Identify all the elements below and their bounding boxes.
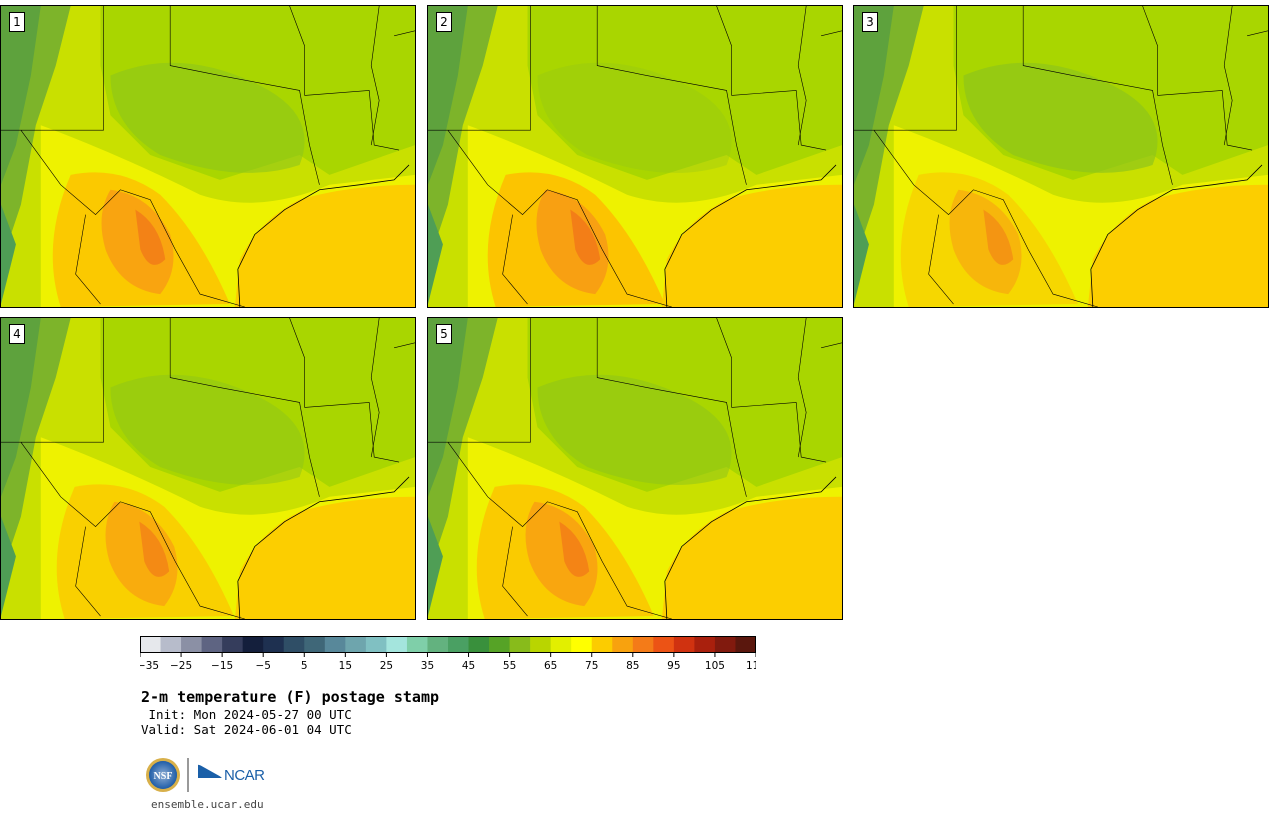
map-panel-2: 2 bbox=[427, 5, 843, 308]
colorbar-swatch bbox=[242, 636, 264, 653]
temperature-colorbar: −35 −25 −15 −5 5 15 25 35 45 55 65 75 85 95 105 115 bbox=[140, 636, 756, 672]
temperature-map bbox=[1, 318, 415, 619]
colorbar-tick-label: 65 bbox=[544, 660, 557, 672]
init-time: Init: Mon 2024-05-27 00 UTC bbox=[141, 707, 352, 722]
map-panel-3: 3 bbox=[853, 5, 1269, 308]
colorbar-swatch bbox=[530, 636, 552, 653]
chart-title: 2-m temperature (F) postage stamp bbox=[141, 688, 440, 706]
colorbar-swatch bbox=[324, 636, 346, 653]
colorbar-tick-label: −5 bbox=[255, 660, 270, 672]
map-panel-5: 5 bbox=[427, 317, 843, 620]
colorbar-tick-label: −15 bbox=[211, 660, 233, 672]
colorbar-swatch bbox=[345, 636, 367, 653]
colorbar-swatch bbox=[201, 636, 223, 653]
colorbar-tick-label: 25 bbox=[380, 660, 393, 672]
temperature-map bbox=[1, 6, 415, 307]
nsf-ncar-logos: NSF NCAR bbox=[146, 758, 266, 792]
colorbar-tick-label: 55 bbox=[503, 660, 516, 672]
colorbar-swatch bbox=[304, 636, 326, 653]
panel-label: 2 bbox=[436, 12, 452, 32]
colorbar-swatch bbox=[283, 636, 305, 653]
valid-time: Valid: Sat 2024-06-01 04 UTC bbox=[141, 722, 352, 737]
colorbar-tick-label: 95 bbox=[667, 660, 680, 672]
colorbar-tick-label: 35 bbox=[421, 660, 434, 672]
ncar-logo-icon: NCAR bbox=[197, 763, 266, 784]
colorbar-tick-label: −35 bbox=[140, 660, 159, 672]
colorbar-swatch bbox=[140, 636, 162, 653]
colorbar-tick-label: 115 bbox=[746, 660, 756, 672]
panel-label: 5 bbox=[436, 324, 452, 344]
colorbar-swatch bbox=[448, 636, 470, 653]
colorbar-swatch bbox=[509, 636, 531, 653]
colorbar-swatch bbox=[386, 636, 408, 653]
colorbar-swatch bbox=[571, 636, 593, 653]
colorbar-tick-label: −25 bbox=[170, 660, 192, 672]
map-panel-1: 1 bbox=[0, 5, 416, 308]
colorbar-swatch bbox=[365, 636, 387, 653]
colorbar-swatch bbox=[632, 636, 654, 653]
colorbar-tick-label: 15 bbox=[339, 660, 352, 672]
colorbar-swatch bbox=[427, 636, 449, 653]
colorbar-swatch bbox=[222, 636, 244, 653]
colorbar-swatch bbox=[263, 636, 285, 653]
colorbar-swatch bbox=[735, 636, 756, 653]
colorbar-swatch bbox=[550, 636, 572, 653]
map-panel-4: 4 bbox=[0, 317, 416, 620]
colorbar-swatch bbox=[181, 636, 203, 653]
colorbar-swatch bbox=[673, 636, 695, 653]
colorbar-swatch bbox=[612, 636, 634, 653]
colorbar-swatch bbox=[489, 636, 511, 653]
temperature-map bbox=[428, 318, 842, 619]
colorbar-tick-label: 85 bbox=[626, 660, 639, 672]
colorbar-tick-label: 5 bbox=[301, 660, 308, 672]
colorbar-swatch bbox=[653, 636, 675, 653]
colorbar-tick-label: 105 bbox=[705, 660, 725, 672]
footer-url: ensemble.ucar.edu bbox=[151, 798, 264, 811]
colorbar-tick-label: 45 bbox=[462, 660, 475, 672]
colorbar-swatch bbox=[468, 636, 490, 653]
temperature-map bbox=[854, 6, 1268, 307]
colorbar-tick-label: 75 bbox=[585, 660, 598, 672]
colorbar-swatch bbox=[694, 636, 716, 653]
colorbar-swatch bbox=[591, 636, 613, 653]
nsf-logo-icon: NSF bbox=[146, 758, 180, 792]
temperature-map bbox=[428, 6, 842, 307]
colorbar-swatch bbox=[714, 636, 736, 653]
panel-label: 1 bbox=[9, 12, 25, 32]
colorbar-swatch bbox=[160, 636, 182, 653]
nsf-logo-text: NSF bbox=[154, 771, 173, 782]
panel-label: 3 bbox=[862, 12, 878, 32]
ncar-logo-text: NCAR bbox=[224, 767, 265, 784]
panel-label: 4 bbox=[9, 324, 25, 344]
colorbar-swatch bbox=[406, 636, 428, 653]
